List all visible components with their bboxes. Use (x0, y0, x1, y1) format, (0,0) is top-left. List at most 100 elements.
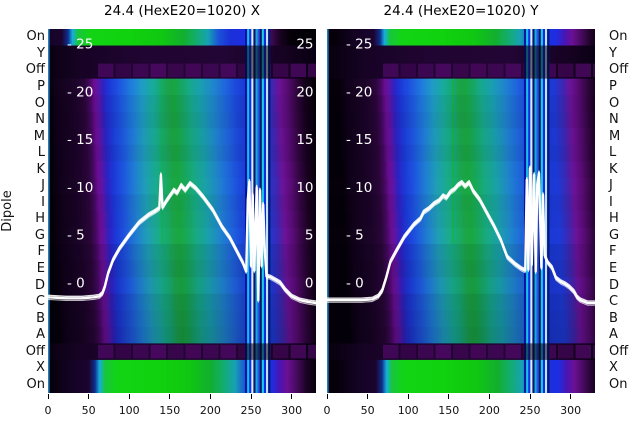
row-label-right: E (609, 260, 618, 276)
x-tick-label: 0 (323, 404, 331, 417)
heatmap-block (115, 63, 131, 78)
row-label-right: X (609, 360, 618, 376)
inner-tick-label-left: - 0 (67, 276, 85, 292)
inner-tick-label-right: 10 (296, 180, 313, 196)
inner-tick-label-right: 0 (305, 276, 314, 292)
row-shade (48, 310, 316, 327)
row-label-left: F (37, 244, 45, 260)
heatmap-block (558, 63, 574, 78)
inner-tick-label-right: 15 (296, 132, 313, 148)
x-tick-mark (488, 394, 490, 399)
inner-tick-label-left: - 25 (346, 37, 372, 53)
heatmap-block (185, 344, 201, 359)
row-shade (327, 326, 595, 344)
x-tick-label: 100 (397, 404, 419, 417)
row-label-left: B (36, 310, 45, 326)
heatmap-block (308, 344, 316, 359)
row-shade (48, 111, 316, 129)
row-shade (327, 111, 595, 129)
row-label-left: On (26, 376, 45, 392)
row-label-right: I (609, 194, 613, 210)
row-shade (327, 277, 595, 294)
row-label-left: O (34, 95, 45, 111)
signal-curve (48, 176, 316, 306)
heatmap-block (418, 344, 434, 359)
row-label-right: J (609, 178, 613, 194)
row-label-left: A (36, 327, 45, 343)
x-tick-label: 150 (438, 404, 460, 417)
x-tick-mark (570, 394, 572, 399)
row-shade (327, 161, 595, 178)
row-label-left: On (26, 29, 45, 45)
x-tick-label: 100 (118, 404, 140, 417)
heatmap-block (575, 63, 591, 78)
row-label-right: M (609, 128, 621, 144)
row-label-left: Off (25, 343, 45, 359)
green-glow (413, 78, 513, 344)
x-tick-label: 300 (560, 404, 582, 417)
heatmap-block (133, 63, 149, 78)
heatmap-block (185, 63, 201, 78)
x-tick-label: 50 (360, 404, 375, 417)
x-tick-mark (47, 394, 49, 399)
heatmap-block (400, 344, 416, 359)
heatmap-block (168, 63, 184, 78)
x-tick-mark (367, 394, 369, 399)
row-label-left: H (35, 211, 45, 227)
heatmap-block (505, 63, 521, 78)
heatmap-block (150, 63, 166, 78)
x-tick-label: 0 (44, 404, 52, 417)
heatmap-block (575, 344, 591, 359)
inner-tick-label-left: - 25 (67, 37, 93, 53)
row-shade (48, 194, 316, 211)
row-shade (48, 211, 316, 228)
row-label-right: B (609, 310, 618, 326)
row-label-right: Off (609, 62, 629, 78)
row-shade (48, 244, 316, 261)
green-line (161, 78, 163, 244)
row-label-right: P (609, 78, 617, 94)
row-label-left: I (41, 194, 45, 210)
x-tick-mark (448, 394, 450, 399)
noise-stripe (263, 29, 267, 393)
heatmap-block (558, 344, 574, 359)
stripe-dim (245, 45, 271, 79)
heatmap-row (327, 359, 595, 393)
green-accents (122, 78, 222, 344)
green-line (452, 78, 454, 244)
heatmap-block (220, 344, 236, 359)
row-shade (48, 161, 316, 178)
x-tick-mark (326, 394, 328, 399)
heatmap-block (273, 63, 289, 78)
row-label-right: Off (609, 343, 629, 359)
inner-tick-label-left: - 0 (346, 276, 364, 292)
inner-tick-label-left: - 5 (67, 228, 85, 244)
row-label-left: J (41, 178, 45, 194)
row-label-right: A (609, 327, 618, 343)
inner-tick-label-right: 5 (305, 228, 314, 244)
heatmap-block (220, 63, 236, 78)
x-tick-label: 50 (81, 404, 96, 417)
row-label-right: K (609, 161, 618, 177)
x-tick-label: 300 (281, 404, 303, 417)
row-label-left: L (37, 145, 45, 161)
x-tick-mark (291, 394, 293, 399)
x-tick-mark (169, 394, 171, 399)
heatmap-block (488, 63, 504, 78)
heatmap-block (505, 344, 521, 359)
heatmap-block (168, 344, 184, 359)
x-tick-label: 250 (519, 404, 541, 417)
noise-stripe (268, 29, 271, 393)
noise-stripe (547, 29, 550, 393)
row-label-right: N (609, 112, 619, 127)
signal-curve (327, 167, 595, 305)
row-label-right: D (609, 277, 620, 293)
signal-curve (327, 165, 595, 302)
stripe-dim (524, 343, 550, 360)
noise-stripe (253, 29, 256, 393)
noise-stripe (545, 29, 548, 393)
green-accents (413, 78, 513, 344)
row-label-right: Y (609, 45, 617, 61)
inner-tick-label-left: - 20 (346, 84, 372, 100)
